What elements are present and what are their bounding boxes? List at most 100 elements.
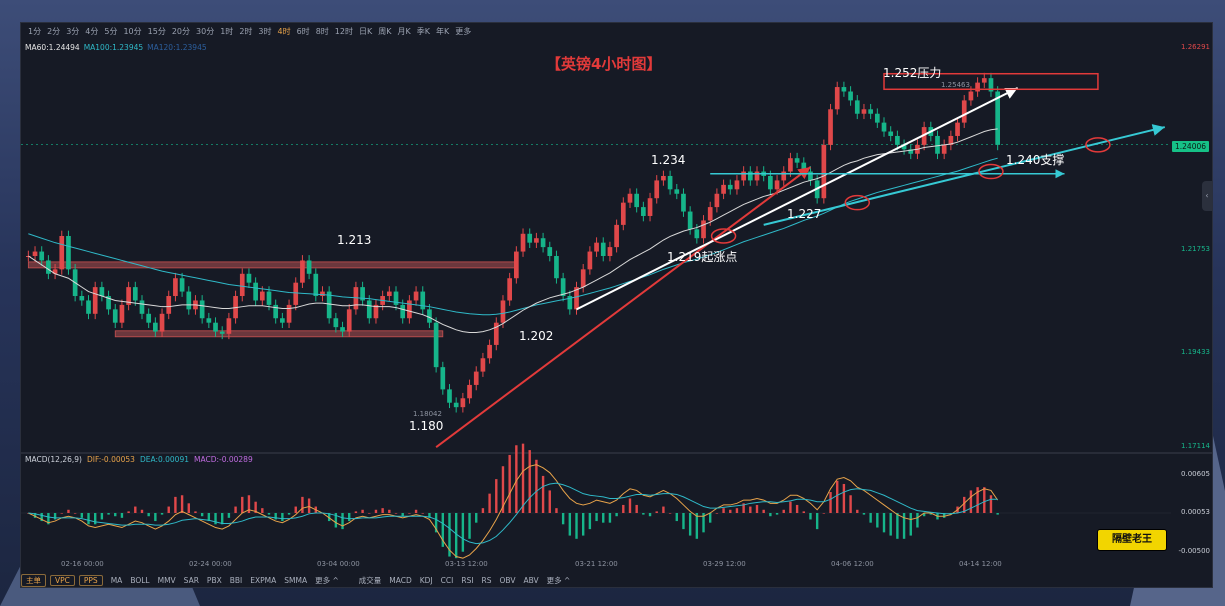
indicator-item-16[interactable]: ABV <box>523 575 539 585</box>
macd-bar <box>963 496 966 513</box>
candle <box>527 233 533 243</box>
indicator-item-7[interactable]: SMMA <box>284 575 308 585</box>
date-label: 04-14 12:00 <box>959 560 1002 568</box>
indicator-item-3[interactable]: SAR <box>183 575 199 585</box>
candle <box>340 327 345 332</box>
timeframe-15[interactable]: 12时 <box>334 26 353 36</box>
timeframe-16[interactable]: 日K <box>358 26 373 36</box>
macd-bar <box>789 501 792 513</box>
candle <box>66 235 71 270</box>
timeframe-9[interactable]: 1时 <box>220 26 234 36</box>
macd-bar <box>829 492 832 513</box>
candle <box>259 291 265 301</box>
timeframe-19[interactable]: 季K <box>416 26 430 36</box>
timeframe-14[interactable]: 8时 <box>315 26 329 36</box>
timeframe-17[interactable]: 周K <box>378 26 392 36</box>
timeframe-0[interactable]: 1分 <box>28 26 42 36</box>
indicator-item-14[interactable]: RS <box>481 575 492 585</box>
macd-bar <box>481 508 485 513</box>
macd-bar <box>454 513 458 559</box>
macd-bar <box>207 513 211 522</box>
macd-bar <box>67 509 70 513</box>
collapse-panel-icon[interactable]: ‹ <box>1202 181 1212 211</box>
indicator-item-9[interactable]: 成交量 <box>358 575 382 585</box>
macd-bar <box>160 513 164 515</box>
indicator-item-12[interactable]: CCI <box>440 575 454 585</box>
indicator-item-4[interactable]: PBX <box>206 575 222 585</box>
trend-line-white <box>576 87 1019 311</box>
macd-bar <box>642 513 645 515</box>
timeframe-12[interactable]: 4时 <box>277 26 291 36</box>
indicator-box-1[interactable]: VPC <box>50 574 75 586</box>
timeframe-11[interactable]: 3时 <box>258 26 272 36</box>
candle <box>560 278 566 297</box>
candle <box>286 304 292 323</box>
candle <box>874 113 880 123</box>
candle <box>707 207 713 221</box>
indicator-item-15[interactable]: OBV <box>499 575 516 585</box>
candle <box>734 180 740 190</box>
candle <box>895 135 900 145</box>
candle <box>306 260 312 274</box>
macd-bar <box>929 513 933 515</box>
circle-1240 <box>1085 137 1111 153</box>
timeframe-13[interactable]: 6时 <box>296 26 310 36</box>
indicator-item-6[interactable]: EXPMA <box>250 575 277 585</box>
candle <box>179 278 185 292</box>
macd-bar <box>876 513 879 528</box>
price-axis-2: 1.21753 <box>1181 245 1210 253</box>
annotation-1213: 1.213 <box>337 233 372 247</box>
macd-bar <box>475 513 478 523</box>
chart-svg[interactable] <box>21 23 1213 588</box>
candle <box>79 296 85 301</box>
candle <box>841 87 847 92</box>
macd-bar <box>281 513 284 522</box>
candle <box>407 300 412 319</box>
candle <box>995 91 1000 145</box>
macd-axis-mid: 0.00053 <box>1181 508 1210 516</box>
timeframe-20[interactable]: 年K <box>435 26 450 36</box>
macd-bar <box>836 480 839 513</box>
timeframe-5[interactable]: 10分 <box>123 26 142 36</box>
candle <box>440 367 446 390</box>
indicator-item-11[interactable]: KDJ <box>419 575 433 585</box>
macd-bar <box>702 513 705 533</box>
candle <box>253 282 258 301</box>
macd-bar <box>535 459 538 513</box>
timeframe-21[interactable]: 更多 <box>455 26 472 36</box>
indicator-box-0[interactable]: 主单 <box>21 573 46 587</box>
macd-bar <box>849 495 852 513</box>
timeframe-2[interactable]: 3分 <box>66 26 80 36</box>
timeframe-10[interactable]: 2时 <box>239 26 253 36</box>
timeframe-4[interactable]: 5分 <box>104 26 118 36</box>
candle <box>366 300 372 319</box>
indicator-item-13[interactable]: RSI <box>461 575 474 585</box>
indicator-item-17[interactable]: 更多 ^ <box>546 575 571 585</box>
candle <box>988 78 994 92</box>
candle <box>721 184 726 194</box>
indicator-item-5[interactable]: BBI <box>229 575 243 585</box>
indicator-item-0[interactable]: MA <box>110 575 123 585</box>
indicator-item-1[interactable]: BOLL <box>130 575 150 585</box>
candle <box>393 291 399 305</box>
macd-bar <box>73 513 77 514</box>
indicator-item-8[interactable]: 更多 ^ <box>315 575 339 585</box>
candle <box>667 175 673 190</box>
timeframe-18[interactable]: 月K <box>397 26 411 36</box>
timeframe-7[interactable]: 20分 <box>171 26 191 36</box>
candle <box>213 322 218 332</box>
macd-name: MACD(12,26,9) <box>25 455 82 464</box>
macd-bar <box>287 513 291 515</box>
candle <box>153 322 158 332</box>
timeframe-1[interactable]: 2分 <box>47 26 61 36</box>
macd-bar <box>441 513 445 547</box>
candle <box>607 247 613 257</box>
indicator-box-2[interactable]: PPS <box>78 574 103 586</box>
indicator-item-10[interactable]: MACD <box>389 575 412 585</box>
timeframe-8[interactable]: 30分 <box>196 26 215 36</box>
candle <box>246 273 252 283</box>
timeframe-3[interactable]: 4分 <box>85 26 99 36</box>
indicator-item-2[interactable]: MMV <box>157 575 176 585</box>
timeframe-6[interactable]: 15分 <box>147 26 166 36</box>
macd-bar <box>80 513 84 518</box>
